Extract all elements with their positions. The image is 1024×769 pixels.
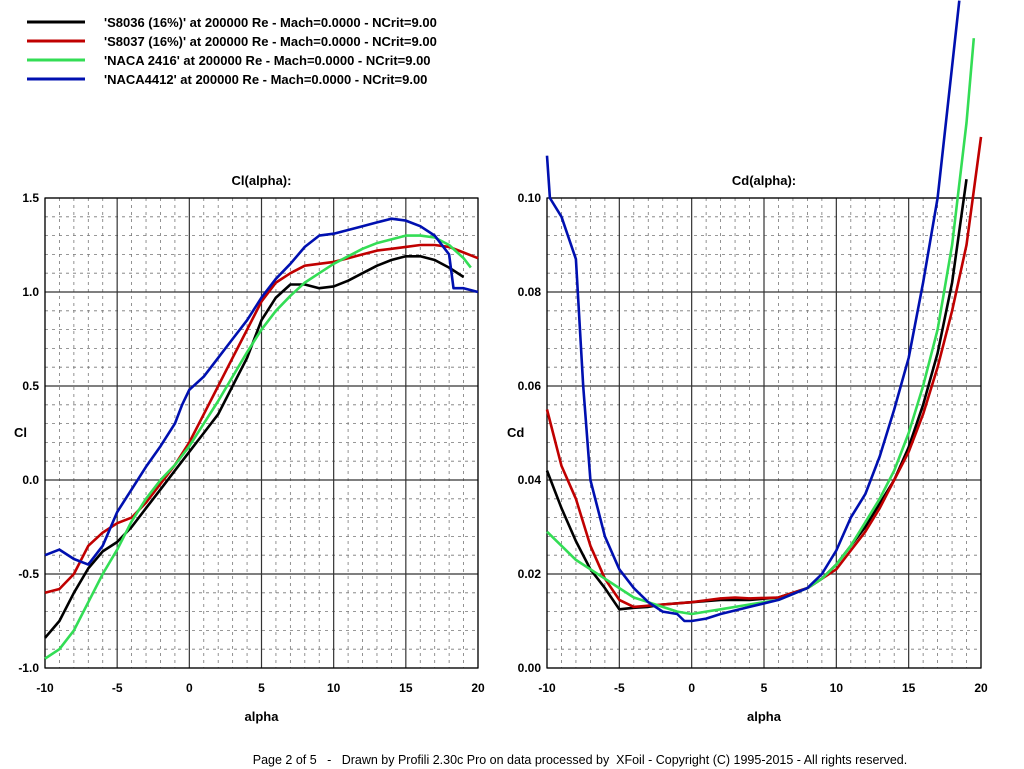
y-tick-label: 1.0 [22,285,39,299]
legend-label: 'S8036 (16%)' at 200000 Re - Mach=0.0000… [104,15,437,30]
x-tick-label: 10 [327,681,341,695]
y-tick-label: 0.08 [518,285,542,299]
series-line-s8037-16 [44,243,479,595]
x-tick-label: -10 [36,681,54,695]
chart-title: Cd(alpha): [732,173,796,188]
cl-alpha-chart: -10 -5 0 5 10 15 20 -1.0 -0.5 0.0 0.5 1.0 1.5 Cl(alph… [14,173,485,724]
series-line-naca4412 [44,217,479,566]
y-tick-label: 0.04 [518,473,542,487]
y-axis-label: Cl [14,425,27,440]
y-tick-label: -1.0 [18,661,39,675]
x-tick-label: 0 [688,681,695,695]
footer-text: Page 2 of 5 - Drawn by Profili 2.30c Pro… [253,753,907,767]
y-tick-label: 0.02 [518,567,542,581]
legend: 'S8036 (16%)' at 200000 Re - Mach=0.0000… [27,15,437,87]
x-tick-label: -5 [614,681,625,695]
y-tick-label: 0.00 [518,661,542,675]
y-tick-label: 0.0 [22,473,39,487]
plot-frame [44,197,479,669]
y-tick-label: 1.5 [22,191,39,205]
x-tick-label: -10 [538,681,556,695]
x-tick-label: 5 [761,681,768,695]
legend-label: 'S8037 (16%)' at 200000 Re - Mach=0.0000… [104,34,437,49]
y-tick-label: 0.10 [518,191,542,205]
x-tick-label: -5 [112,681,123,695]
x-tick-label: 15 [902,681,916,695]
x-tick-label: 5 [258,681,265,695]
series-line-naca-2416 [546,38,976,616]
x-tick-label: 20 [471,681,485,695]
chart-title: Cl(alpha): [232,173,292,188]
legend-label: 'NACA 2416' at 200000 Re - Mach=0.0000 -… [104,53,431,68]
y-tick-label: -0.5 [18,567,39,581]
x-tick-label: 15 [399,681,413,695]
plot-frame [546,197,982,669]
x-axis-label: alpha [747,709,782,724]
y-axis-label: Cd [507,425,524,440]
x-tick-label: 0 [186,681,193,695]
legend-label: 'NACA4412' at 200000 Re - Mach=0.0000 - … [104,72,427,87]
cd-alpha-chart: -10 -5 0 5 10 15 20 0.00 0.02 0.04 0.06 0.08 0.10 Cd(… [507,0,988,724]
y-tick-label: 0.5 [22,379,39,393]
x-tick-label: 10 [830,681,844,695]
y-tick-label: 0.06 [518,379,542,393]
x-axis-label: alpha [245,709,280,724]
series-line-naca-2416 [44,234,472,660]
x-tick-label: 20 [974,681,988,695]
series-line-naca4412 [545,0,961,623]
